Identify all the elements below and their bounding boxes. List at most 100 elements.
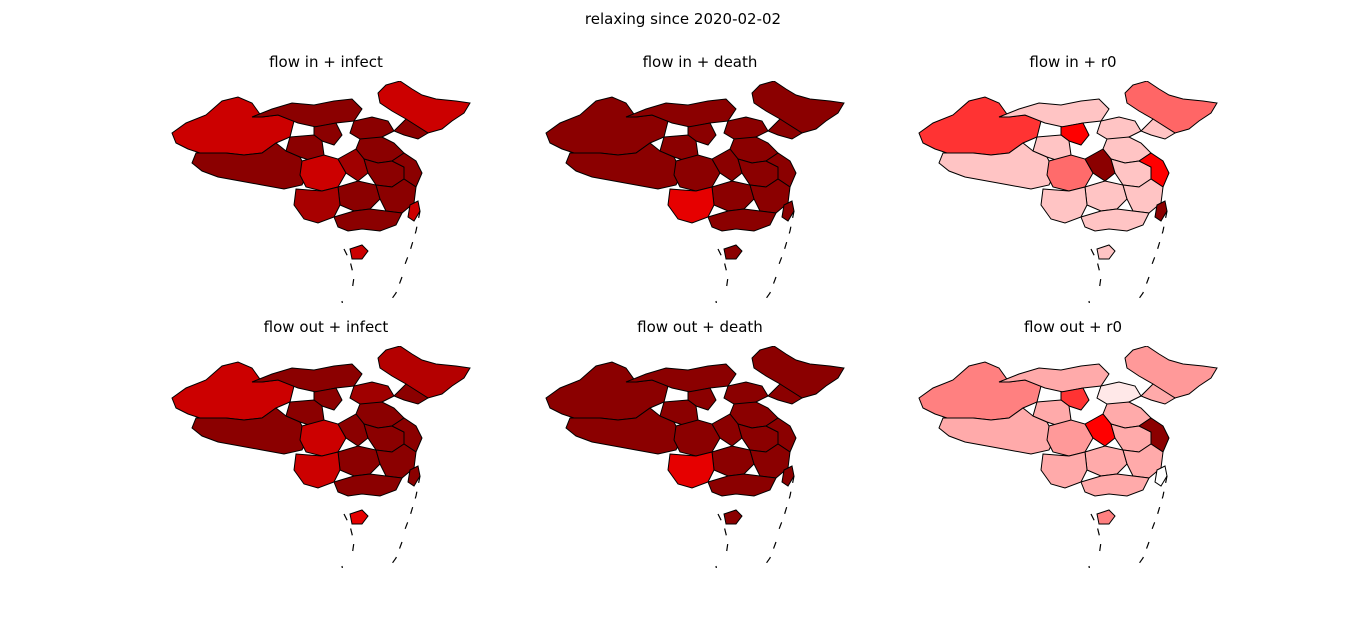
province-region — [1154, 465, 1168, 487]
sea-boundary-line — [1088, 300, 1090, 303]
province-region — [723, 244, 743, 260]
province-region — [407, 200, 421, 222]
map-panel-flow-out-infect: flow out + infect — [166, 318, 486, 568]
province-region — [391, 417, 423, 453]
sea-boundary-line — [777, 210, 795, 268]
province-region — [1040, 186, 1088, 224]
province-region — [767, 118, 803, 140]
province-region — [337, 445, 381, 477]
china-provinces — [545, 81, 845, 303]
province-region — [625, 98, 737, 128]
province-region — [1096, 244, 1116, 260]
province-region — [1080, 473, 1150, 497]
province-region — [998, 98, 1110, 128]
figure-title: relaxing since 2020-02-02 — [584, 10, 782, 28]
province-region — [1080, 208, 1150, 232]
province-region — [711, 180, 755, 212]
province-region — [1096, 509, 1116, 525]
map-panel-flow-out-r0: flow out + r0 — [913, 318, 1233, 568]
sea-boundary-line — [717, 248, 729, 292]
province-region — [391, 152, 423, 188]
province-region — [293, 451, 341, 489]
sea-boundary-line — [388, 541, 403, 568]
map-panel-flow-in-r0: flow in + r0 — [913, 53, 1233, 303]
province-region — [1140, 118, 1176, 140]
province-region — [393, 118, 429, 140]
province-region — [707, 473, 777, 497]
china-provinces — [918, 81, 1218, 303]
sea-boundary-line — [1135, 541, 1150, 568]
province-region — [711, 445, 755, 477]
sea-boundary-line — [762, 276, 777, 303]
china-map — [545, 346, 845, 568]
sea-boundary-line — [715, 300, 717, 303]
province-region — [333, 208, 403, 232]
province-region — [781, 200, 795, 222]
china-provinces — [171, 346, 471, 568]
province-region — [1084, 445, 1128, 477]
panel-title: flow in + death — [642, 53, 758, 71]
province-region — [1124, 346, 1218, 399]
province-region — [377, 81, 471, 134]
china-provinces — [545, 346, 845, 568]
sea-boundary-line — [388, 276, 403, 303]
province-region — [765, 417, 797, 453]
province-region — [1154, 200, 1168, 222]
panel-title: flow in + infect — [269, 53, 383, 71]
panel-title: flow out + r0 — [1023, 318, 1123, 336]
sea-boundary-line — [1135, 276, 1150, 303]
panel-title: flow out + infect — [263, 318, 389, 336]
sea-boundary-line — [343, 248, 355, 292]
sea-boundary-line — [717, 513, 729, 557]
sea-boundary-line — [777, 475, 795, 533]
sea-boundary-line — [1090, 248, 1102, 292]
map-panel-flow-out-death: flow out + death — [540, 318, 860, 568]
sea-boundary-line — [715, 565, 717, 568]
china-map — [918, 346, 1218, 568]
province-region — [723, 116, 769, 142]
province-region — [251, 363, 363, 393]
province-region — [393, 383, 429, 405]
province-region — [1140, 383, 1176, 405]
province-region — [349, 381, 395, 407]
sea-boundary-line — [341, 565, 343, 568]
province-region — [333, 473, 403, 497]
province-region — [337, 180, 381, 212]
province-region — [751, 81, 845, 134]
province-region — [765, 152, 797, 188]
province-region — [723, 381, 769, 407]
province-region — [1138, 417, 1170, 453]
province-region — [349, 244, 369, 260]
province-region — [667, 186, 715, 224]
province-region — [349, 509, 369, 525]
sea-boundary-line — [343, 513, 355, 557]
china-map — [171, 81, 471, 303]
sea-boundary-line — [1150, 210, 1168, 268]
sea-boundary-line — [403, 210, 421, 268]
province-region — [751, 346, 845, 399]
province-region — [1040, 451, 1088, 489]
province-region — [1084, 180, 1128, 212]
sea-boundary-line — [1090, 513, 1102, 557]
panel-title: flow in + r0 — [1029, 53, 1117, 71]
china-map — [918, 81, 1218, 303]
province-region — [1096, 381, 1142, 407]
province-region — [377, 346, 471, 399]
china-map — [545, 81, 845, 303]
map-panel-flow-in-death: flow in + death — [540, 53, 860, 303]
province-region — [625, 363, 737, 393]
map-panel-flow-in-infect: flow in + infect — [166, 53, 486, 303]
province-region — [1124, 81, 1218, 134]
province-region — [349, 116, 395, 142]
province-region — [998, 363, 1110, 393]
province-region — [767, 383, 803, 405]
province-region — [723, 509, 743, 525]
province-region — [1138, 152, 1170, 188]
sea-boundary-line — [341, 300, 343, 303]
province-region — [781, 465, 795, 487]
sea-boundary-line — [1150, 475, 1168, 533]
china-provinces — [918, 346, 1218, 568]
province-region — [707, 208, 777, 232]
province-region — [407, 465, 421, 487]
china-provinces — [171, 81, 471, 303]
